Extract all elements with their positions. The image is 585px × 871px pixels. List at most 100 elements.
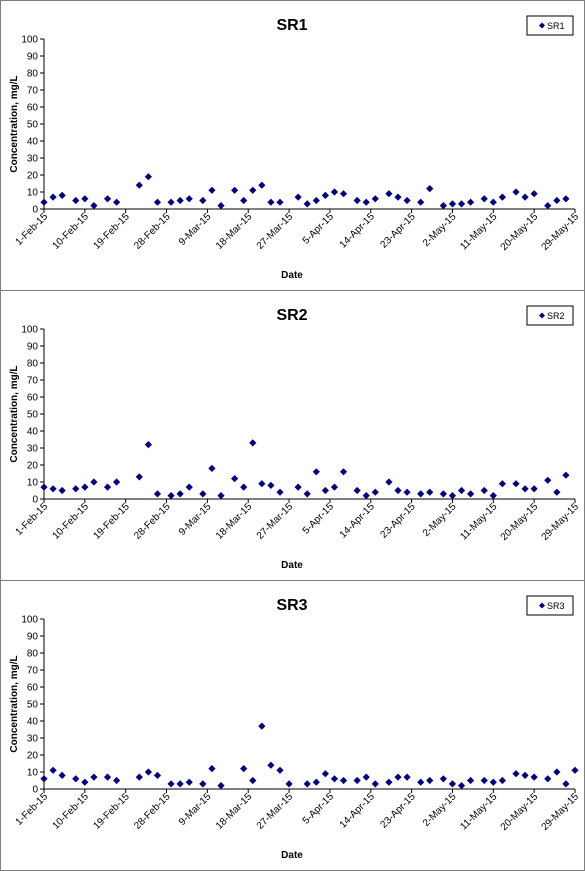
data-point — [240, 196, 248, 205]
x-tick-label: 1-Feb-15 — [14, 211, 51, 248]
data-point — [544, 476, 552, 484]
chart-title: SR1 — [276, 17, 307, 34]
y-tick-label: 20 — [27, 751, 39, 762]
y-tick-label: 50 — [27, 120, 39, 131]
x-tick-label: 5-Apr-15 — [301, 501, 337, 537]
y-tick-label: 100 — [21, 35, 38, 46]
data-point — [144, 441, 152, 449]
data-point — [285, 780, 293, 788]
y-tick-label: 0 — [32, 495, 38, 506]
y-axis-label: Concentration, mg/L — [9, 365, 20, 462]
legend-marker — [539, 602, 545, 609]
data-point — [276, 766, 284, 774]
data-point — [339, 468, 348, 476]
data-point — [480, 195, 488, 203]
data-point — [330, 775, 339, 783]
x-tick-label: 5-Apr-15 — [301, 211, 337, 247]
chart-title: SR3 — [276, 597, 307, 614]
data-point — [185, 483, 193, 491]
data-point — [512, 188, 520, 196]
data-point — [498, 480, 506, 488]
x-tick-label: 27-Mar-15 — [255, 791, 296, 832]
data-point — [231, 186, 239, 194]
data-point — [81, 778, 89, 786]
legend: SR3 — [526, 595, 574, 616]
data-point — [562, 471, 570, 479]
legend-label: SR2 — [547, 311, 565, 321]
data-point — [489, 778, 497, 786]
x-tick-label: 10-Feb-15 — [51, 501, 92, 542]
data-point — [303, 490, 311, 498]
data-point — [553, 768, 561, 776]
y-tick-label: 30 — [27, 734, 39, 745]
y-tick-label: 60 — [27, 103, 39, 114]
x-tick-label: 19-Feb-15 — [91, 211, 132, 252]
x-tick-label: 2-May-15 — [421, 211, 459, 249]
data-point — [90, 202, 98, 210]
data-point — [249, 186, 257, 194]
data-point — [90, 478, 98, 486]
data-point — [521, 193, 529, 201]
series-sr2 — [40, 439, 570, 500]
data-point — [40, 483, 48, 491]
data-point — [312, 196, 320, 205]
y-tick-label: 100 — [21, 325, 38, 336]
data-point — [439, 202, 447, 210]
data-point — [185, 778, 193, 786]
data-point — [113, 478, 121, 486]
y-tick-label: 40 — [27, 427, 39, 438]
data-point — [353, 486, 361, 495]
data-point — [135, 473, 143, 481]
data-point — [385, 478, 393, 486]
data-point — [521, 485, 529, 493]
data-point — [403, 488, 411, 496]
data-point — [385, 778, 393, 786]
data-point — [553, 196, 561, 205]
data-point — [167, 492, 175, 500]
x-tick-label: 9-Mar-15 — [177, 211, 214, 248]
data-point — [426, 488, 434, 496]
scatter-chart: SR3 0 10 20 30 40 50 60 70 80 90 100 1-Feb-15 10-Feb-… — [9, 595, 582, 861]
y-tick-label: 10 — [27, 188, 39, 199]
legend-label: SR1 — [547, 21, 565, 31]
data-point — [153, 198, 162, 206]
data-point — [394, 486, 402, 495]
x-tick-label: 9-Mar-15 — [177, 501, 214, 538]
data-point — [294, 483, 302, 491]
y-tick-label: 50 — [27, 410, 39, 421]
data-point — [113, 776, 121, 785]
series-sr1 — [40, 173, 570, 210]
data-point — [103, 773, 112, 781]
x-tick-label: 1-Feb-15 — [14, 501, 51, 538]
y-tick-label: 10 — [27, 478, 39, 489]
data-point — [562, 780, 570, 788]
chart-panel-sr3: SR3 0 10 20 30 40 50 60 70 80 90 100 1-Feb-15 10-Feb-… — [0, 580, 585, 871]
data-point — [249, 439, 257, 447]
data-point — [321, 486, 329, 495]
data-point — [457, 200, 466, 208]
data-point — [58, 191, 66, 199]
data-point — [167, 780, 175, 788]
data-point — [81, 195, 89, 203]
y-tick-label: 50 — [27, 700, 39, 711]
data-point — [489, 492, 497, 500]
data-point — [371, 780, 379, 788]
y-tick-label: 0 — [32, 785, 38, 796]
data-point — [467, 490, 475, 498]
data-point — [240, 765, 248, 773]
y-tick-label: 10 — [27, 768, 39, 779]
data-point — [480, 486, 488, 495]
data-point — [208, 186, 216, 194]
x-tick-label: 29-May-15 — [540, 791, 582, 833]
data-point — [144, 173, 152, 181]
x-tick-label: 20-May-15 — [499, 211, 541, 253]
y-tick-label: 80 — [27, 359, 39, 370]
data-point — [448, 780, 457, 788]
data-point — [267, 481, 275, 489]
data-point — [217, 202, 225, 210]
data-point — [176, 196, 184, 205]
data-point — [457, 486, 466, 495]
data-point — [49, 193, 57, 201]
x-axis-label: Date — [281, 850, 303, 861]
data-point — [276, 198, 284, 206]
